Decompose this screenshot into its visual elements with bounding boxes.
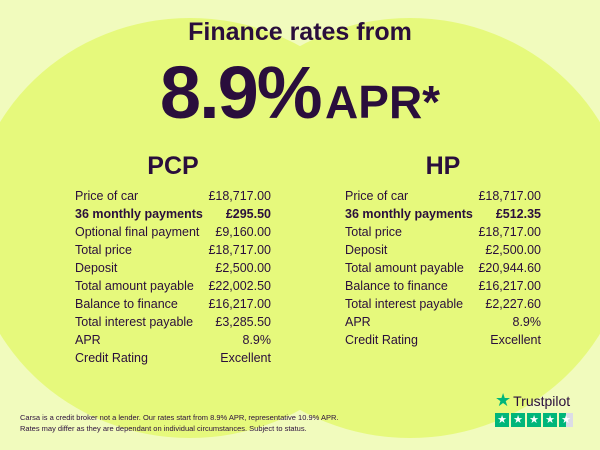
row-value: £20,944.60: [478, 261, 541, 275]
table-row: APR 8.9%: [345, 313, 541, 331]
table-row: 36 monthly payments £295.50: [75, 205, 271, 223]
row-label: Deposit: [345, 243, 388, 257]
star-icon: ★: [511, 413, 525, 427]
star-icon: ★: [543, 413, 557, 427]
disclaimer: Carsa is a credit broker not a lender. O…: [20, 412, 338, 434]
row-value: £18,717.00: [478, 225, 541, 239]
table-row: Credit Rating Excellent: [345, 331, 541, 349]
row-label: APR: [75, 333, 101, 347]
star-icon: ★: [495, 390, 512, 410]
row-label: Credit Rating: [75, 351, 148, 365]
table-row: Total amount payable £22,002.50: [75, 277, 271, 295]
table-row: Total price £18,717.00: [345, 223, 541, 241]
row-value: £3,285.50: [215, 315, 271, 329]
star-icon: ★: [495, 413, 509, 427]
row-label: Credit Rating: [345, 333, 418, 347]
row-value: 8.9%: [512, 315, 542, 329]
star-icon: ★: [527, 413, 541, 427]
table-row: Deposit £2,500.00: [345, 241, 541, 259]
row-value: £18,717.00: [208, 189, 271, 203]
table-row: Total interest payable £2,227.60: [345, 295, 541, 313]
hp-table: HP Price of car £18,717.00 36 monthly payme…: [345, 152, 541, 349]
pcp-table: PCP Price of car £18,717.00 36 monthly paym…: [75, 152, 271, 367]
table-row: Credit Rating Excellent: [75, 349, 271, 367]
row-value: £2,500.00: [485, 243, 541, 257]
half-star-icon: ★: [559, 413, 573, 427]
row-label: Total price: [345, 225, 402, 239]
row-label: Balance to finance: [345, 279, 448, 293]
row-value: £2,227.60: [485, 297, 541, 311]
trustpilot-name: Trustpilot: [513, 392, 571, 409]
row-label: 36 monthly payments: [75, 207, 203, 221]
row-value: £16,217.00: [208, 297, 271, 311]
table-row: Price of car £18,717.00: [345, 187, 541, 205]
trustpilot-badge[interactable]: ★ Trustpilot ★ ★ ★ ★ ★: [495, 390, 573, 427]
row-label: Total interest payable: [75, 315, 194, 329]
row-value: 8.9%: [242, 333, 272, 347]
row-value: £16,217.00: [478, 279, 541, 293]
pcp-title: PCP: [147, 152, 199, 180]
row-label: Balance to finance: [75, 297, 178, 311]
table-row: Balance to finance £16,217.00: [75, 295, 271, 313]
table-row: Total interest payable £3,285.50: [75, 313, 271, 331]
row-value: £2,500.00: [215, 261, 271, 275]
rate-suffix: APR*: [325, 76, 441, 128]
row-value: Excellent: [220, 351, 271, 365]
row-value: £9,160.00: [215, 225, 271, 239]
table-row: 36 monthly payments £512.35: [345, 205, 541, 223]
row-value: Excellent: [490, 333, 541, 347]
row-label: Total amount payable: [75, 279, 194, 293]
disclaimer-line: Carsa is a credit broker not a lender. O…: [20, 413, 339, 422]
row-label: Price of car: [345, 189, 409, 203]
row-label: Total price: [75, 243, 132, 257]
row-label: APR: [345, 315, 371, 329]
trustpilot-rating: ★ ★ ★ ★ ★: [495, 413, 573, 427]
rate-display: 8.9% APR*: [0, 50, 600, 135]
row-label: Deposit: [75, 261, 118, 275]
trustpilot-logo: ★ Trustpilot: [495, 390, 573, 411]
headline: Finance rates from: [188, 18, 412, 46]
row-label: Total amount payable: [345, 261, 464, 275]
background-circle-right: [190, 18, 600, 438]
table-row: Optional final payment £9,160.00: [75, 223, 271, 241]
row-value: £18,717.00: [478, 189, 541, 203]
row-value: £22,002.50: [208, 279, 271, 293]
row-value: £18,717.00: [208, 243, 271, 257]
row-label: Optional final payment: [75, 225, 200, 239]
hp-title: HP: [425, 152, 461, 180]
table-row: Balance to finance £16,217.00: [345, 277, 541, 295]
row-label: Price of car: [75, 189, 139, 203]
table-row: Deposit £2,500.00: [75, 259, 271, 277]
row-label: Total interest payable: [345, 297, 464, 311]
table-row: Total amount payable £20,944.60: [345, 259, 541, 277]
disclaimer-line: Rates may differ as they are dependant o…: [20, 424, 307, 433]
row-value: £295.50: [225, 207, 271, 221]
row-value: £512.35: [495, 207, 541, 221]
row-label: 36 monthly payments: [345, 207, 473, 221]
table-row: Total price £18,717.00: [75, 241, 271, 259]
table-row: APR 8.9%: [75, 331, 271, 349]
rate-value: 8.9%: [159, 51, 323, 134]
table-row: Price of car £18,717.00: [75, 187, 271, 205]
